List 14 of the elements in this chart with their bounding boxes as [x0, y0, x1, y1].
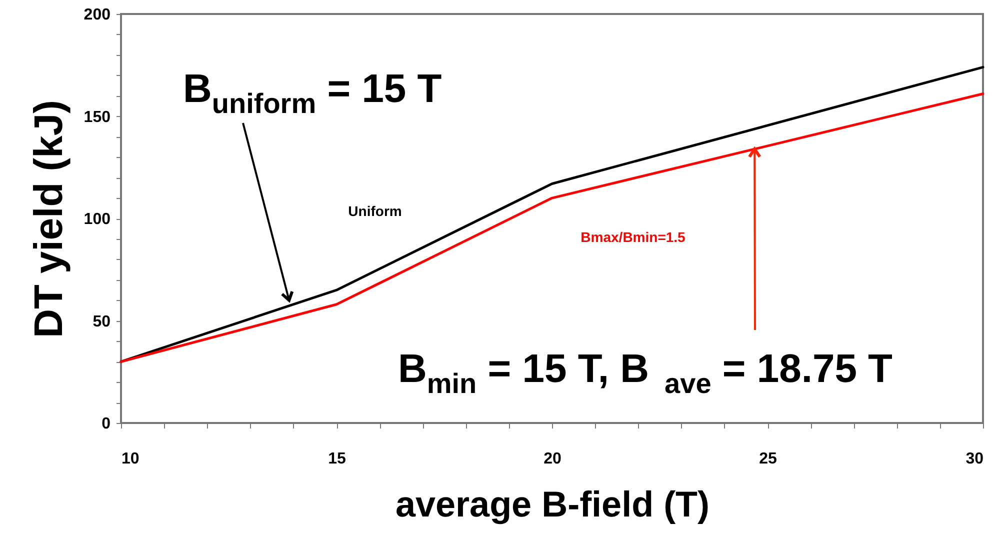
y-tick-label: 150 — [84, 108, 111, 126]
y-tick-label: 0 — [102, 416, 111, 432]
x-tick-label: 25 — [759, 450, 777, 468]
x-tick-label: 30 — [966, 450, 984, 468]
y-axis-title: DT yield (kJ) — [26, 100, 71, 338]
x-axis-title: average B-field (T) — [395, 484, 710, 524]
text: Bmax/Bmin=1.5 — [580, 229, 686, 245]
x-tick-label: 10 — [122, 450, 140, 468]
y-tick-label: 200 — [84, 6, 111, 24]
x-tick-label: 15 — [328, 450, 346, 468]
text: Uniform — [348, 203, 402, 219]
y-tick-label: 100 — [84, 211, 111, 228]
x-tick-label: 20 — [544, 450, 562, 468]
y-tick-label: 50 — [92, 313, 111, 330]
